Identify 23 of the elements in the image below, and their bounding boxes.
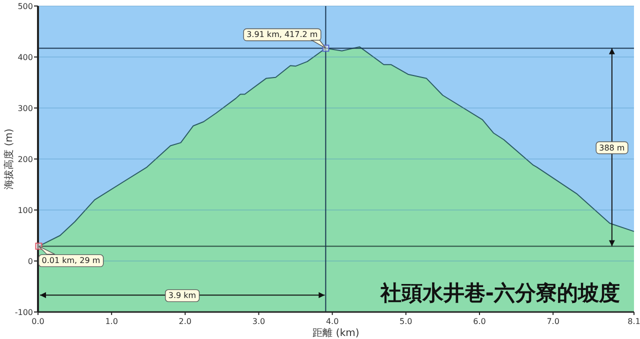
annotation: 388 m xyxy=(599,143,625,152)
x-tick-label: 6.0 xyxy=(473,317,486,326)
x-tick-label: 4.0 xyxy=(326,317,339,326)
y-tick-label: 400 xyxy=(18,53,33,62)
annotation: 3.9 km xyxy=(168,291,196,300)
x-tick-label: 3.0 xyxy=(252,317,266,326)
y-axis-title: 海拔高度 (m) xyxy=(3,128,15,190)
x-tick-label: 8.1 xyxy=(628,317,640,326)
x-tick-label: 0.0 xyxy=(32,317,44,326)
y-tick-label: 200 xyxy=(18,155,33,164)
x-tick-label: 7.0 xyxy=(546,317,560,326)
annotation: 0.01 km, 29 m xyxy=(42,256,100,266)
x-tick-label: 1.0 xyxy=(105,317,118,326)
text: 社頭水井巷-六分寮的坡度 xyxy=(379,281,620,305)
x-tick-label: 2.0 xyxy=(178,317,192,326)
x-tick-label: 5.0 xyxy=(400,317,412,326)
x-axis-title: 距離 (km) xyxy=(312,327,360,339)
y-tick-label: 300 xyxy=(18,104,33,113)
y-tick-label: 100 xyxy=(18,206,33,215)
annotation: 3.91 km, 417.2 m xyxy=(246,30,318,40)
y-tick-label: 500 xyxy=(18,2,33,11)
y-tick-label: -100 xyxy=(14,308,33,317)
y-tick-label: 0 xyxy=(28,257,33,266)
